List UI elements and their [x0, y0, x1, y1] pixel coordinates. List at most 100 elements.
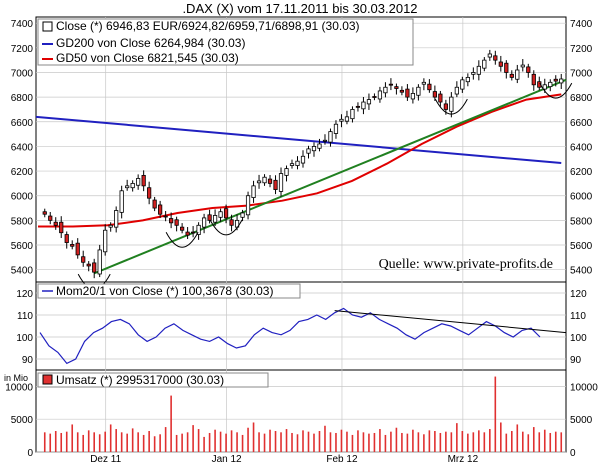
volume-bar [521, 431, 524, 452]
candle-body [201, 217, 207, 228]
momentum-tick-right: 90 [570, 355, 582, 366]
volume-bar [467, 433, 469, 452]
candle-body [185, 231, 190, 236]
candle-body [218, 211, 223, 218]
volume-bar [456, 423, 458, 452]
volume-bar [93, 432, 95, 452]
candle [350, 106, 355, 123]
volume-bar [511, 431, 513, 452]
price-tick-left: 6200 [11, 167, 34, 178]
candle [421, 78, 426, 91]
volume-bar [87, 430, 90, 452]
momentum-legend-box [37, 283, 301, 299]
candle-body [240, 212, 245, 218]
volume-bar [384, 434, 387, 452]
candle-body [130, 182, 135, 189]
candle-body [504, 62, 509, 73]
candle [504, 60, 509, 79]
candle-body [520, 64, 525, 68]
volume-bar [461, 431, 464, 452]
price-tick-left: 6800 [11, 93, 34, 104]
candle-body [196, 224, 201, 235]
candle [136, 174, 141, 190]
volume-bar [214, 429, 216, 452]
volume-bar [324, 425, 326, 452]
candle [163, 211, 168, 222]
candle [487, 49, 492, 61]
candle [454, 81, 459, 98]
volume-bar [543, 429, 546, 452]
volume-bar [395, 427, 398, 452]
volume-bar [269, 429, 271, 452]
price-tick-right: 6000 [570, 192, 593, 203]
momentum-tick-right: 100 [570, 333, 587, 344]
candle [180, 223, 185, 234]
price-tick-right: 5400 [570, 266, 593, 277]
candle [81, 250, 86, 267]
volume-bar [170, 395, 172, 452]
candle [125, 179, 130, 191]
candle [399, 86, 405, 96]
candle-body [86, 263, 91, 267]
trendline-path [93, 78, 567, 275]
candle-body [245, 195, 251, 216]
volume-tick-right: 10000 [570, 382, 598, 393]
volume-bar [241, 434, 244, 452]
candle-body [438, 93, 443, 103]
volume-bar [192, 425, 194, 452]
candle-body [70, 244, 75, 247]
volume-bar [434, 431, 436, 452]
candle [482, 57, 487, 72]
candle-body [383, 86, 388, 94]
annotation-arc [209, 219, 243, 236]
candle [344, 110, 350, 125]
candle [92, 258, 97, 279]
candle-body [432, 91, 437, 98]
candle-body [405, 88, 410, 98]
volume-bar [516, 424, 519, 452]
volume-unit-label: in Mio [4, 373, 28, 383]
candle-body [53, 221, 58, 226]
volume-bar [313, 433, 315, 452]
price-axis-labels: 5400 5400 5600 5600 5800 5800 6000 6000 6200 6200… [11, 19, 593, 277]
volume-bar [406, 433, 409, 452]
volume-bar [120, 432, 123, 452]
volume-bar [412, 429, 414, 452]
candle-body [542, 84, 547, 90]
volume-bar [159, 434, 161, 452]
volume-bar [208, 432, 211, 452]
volume-bar [60, 432, 63, 452]
candle-body [75, 242, 80, 256]
legend-swatch-close [42, 21, 53, 32]
candle-body [449, 96, 454, 112]
momentum-series [39, 307, 567, 365]
candle [191, 226, 196, 238]
candle [361, 96, 366, 115]
volume-bar [478, 430, 480, 452]
candle-body [212, 215, 218, 223]
candle [97, 244, 102, 278]
candle [119, 185, 124, 219]
candle-body [147, 187, 152, 199]
volume-tick-right: 0 [570, 448, 576, 459]
volume-bar [489, 429, 491, 452]
candle-body [103, 229, 108, 253]
volume-bar [379, 429, 381, 452]
candle [520, 59, 525, 72]
candle-body [114, 210, 119, 228]
candle [212, 209, 218, 227]
candle [526, 63, 531, 78]
volume-bar [148, 431, 150, 452]
candle-body [416, 86, 421, 96]
volume-bar [43, 432, 46, 452]
volume-bar [197, 429, 200, 452]
candle [449, 92, 454, 118]
candle-body [493, 55, 498, 61]
candle [333, 120, 339, 139]
volume-bar [362, 432, 365, 452]
volume-tick-right: 5000 [570, 415, 593, 426]
candle [548, 79, 553, 92]
candle [284, 165, 289, 182]
candle-body [295, 160, 300, 166]
candle [273, 175, 278, 195]
